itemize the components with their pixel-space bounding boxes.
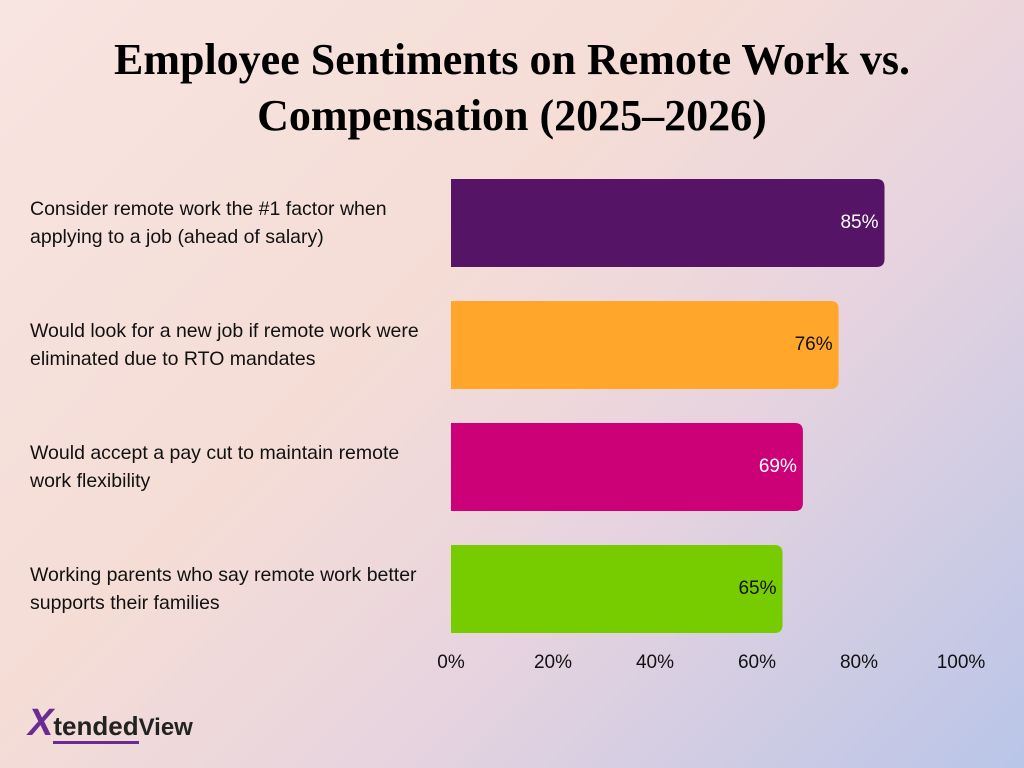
x-tick-label: 0% <box>437 652 465 673</box>
x-tick-label: 80% <box>840 652 878 673</box>
bar <box>451 423 803 511</box>
x-tick-label: 40% <box>636 652 674 673</box>
chart-title: Employee Sentiments on Remote Work vs. C… <box>113 35 911 140</box>
x-tick-label: 60% <box>738 652 776 673</box>
value-label: 65% <box>738 578 776 599</box>
logo-suffix: View <box>138 714 193 741</box>
bar <box>451 179 885 267</box>
value-label: 69% <box>759 456 797 477</box>
bar <box>451 545 783 633</box>
x-tick-label: 20% <box>534 652 572 673</box>
value-label: 76% <box>795 334 833 355</box>
bar <box>451 301 839 389</box>
category-label: Would look for a new job if remote work … <box>30 320 419 370</box>
logo-mark: X <box>28 702 54 744</box>
logo-name: tended <box>53 711 139 744</box>
value-label: 85% <box>840 212 878 233</box>
brand-logo: XtendedView <box>28 702 193 745</box>
x-tick-label: 100% <box>937 652 986 673</box>
category-label: Working parents who say remote work bett… <box>30 564 417 614</box>
category-label: Would accept a pay cut to maintain remot… <box>30 442 400 492</box>
category-label: Consider remote work the #1 factor when … <box>30 198 387 248</box>
